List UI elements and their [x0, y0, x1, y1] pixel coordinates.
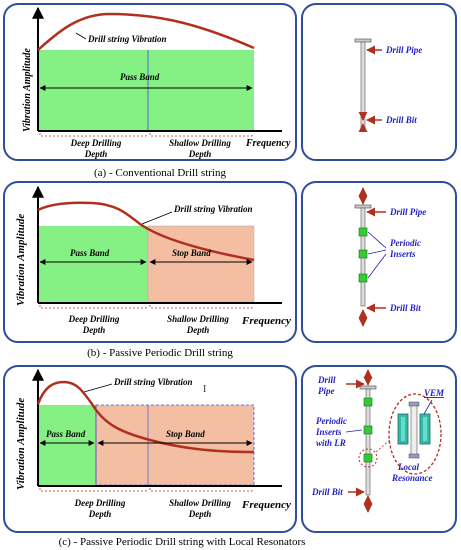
- curve-label: Drill string Vibration: [113, 377, 193, 387]
- periodic-insert: [358, 249, 368, 259]
- curve-label: Drill string Vibration: [87, 34, 167, 44]
- drill-pipe-label: Drill Pipe: [385, 45, 422, 55]
- local-resonance-label: Local Resonance: [391, 462, 433, 483]
- panel-c: Pass Band Stop Band Drill string Vibrati…: [3, 365, 457, 548]
- panel-a-pass-band: [38, 50, 254, 130]
- x-axis-label: Frequency: [241, 315, 291, 327]
- drill-bit-label: Drill Bit: [385, 115, 417, 125]
- curve-label: Drill string Vibration: [173, 204, 253, 214]
- pass-band-label: Pass Band: [70, 248, 110, 258]
- vibration-curve: [37, 12, 255, 51]
- deep-depth-label: Deep Drilling Depth: [68, 314, 120, 335]
- panel-b-drill-frame: [301, 181, 457, 343]
- shallow-depth-label: Shallow Drilling Depth: [167, 314, 229, 335]
- stop-band-label: Stop Band: [172, 248, 211, 258]
- deep-depth-label: Deep Drilling Depth: [70, 138, 122, 159]
- pass-band-label: Pass Band: [46, 429, 86, 439]
- panel-b-pass-band: [38, 226, 148, 302]
- stop-band-label: Stop Band: [166, 429, 205, 439]
- panel-b: Pass Band Stop Band Drill string Vibrati…: [3, 181, 457, 359]
- panel-a-frame: [3, 3, 297, 161]
- resonator-detail-outline: [388, 393, 442, 475]
- y-axis-label: Vibration Amplitude: [15, 398, 27, 490]
- pass-band-label: Pass Band: [120, 72, 160, 82]
- vibration-curve: [37, 201, 255, 262]
- cursor-glyph: I: [203, 384, 206, 395]
- periodic-insert: [363, 425, 373, 435]
- panel-c-frame: [3, 365, 297, 533]
- caption-a: (a) - Conventional Drill string: [94, 167, 226, 179]
- drill-bit-label: Drill Bit: [311, 487, 343, 497]
- x-axis-label: Frequency: [241, 499, 291, 511]
- panel-c-pass-band: [38, 405, 96, 485]
- vibration-curve: [36, 380, 255, 454]
- vem-label: VEM: [424, 388, 445, 398]
- panel-a-drill-frame: [301, 3, 457, 161]
- panel-a: Pass Band Drill string Vibration Vibrati…: [3, 3, 457, 179]
- periodic-insert: [358, 273, 368, 283]
- caption-b: (b) - Passive Periodic Drill string: [87, 347, 233, 359]
- panel-b-frame: [3, 181, 297, 343]
- panel-c-drill-frame: [301, 365, 457, 533]
- y-axis-label: Vibration Amplitude: [22, 48, 33, 132]
- drill-pipe-label: Drill Pipe: [389, 207, 426, 217]
- deep-depth-label: Deep Drilling Depth: [74, 498, 126, 519]
- drill-pipe-label: Drill Pipe: [317, 375, 336, 396]
- lr-highlight-circle: [358, 448, 378, 468]
- resonator-shaft: [410, 403, 418, 457]
- periodic-insert: [363, 397, 373, 407]
- inserts-label: Periodic Inserts with LR: [315, 416, 347, 448]
- inserts-label: Periodic Inserts: [389, 238, 421, 259]
- periodic-insert: [358, 227, 368, 237]
- caption-c: (c) - Passive Periodic Drill string with…: [59, 536, 306, 548]
- drill-bit-label: Drill Bit: [389, 303, 421, 313]
- shallow-depth-label: Shallow Drilling Depth: [169, 138, 231, 159]
- y-axis-label: Vibration Amplitude: [15, 214, 27, 306]
- x-axis-label: Frequency: [245, 138, 291, 149]
- periodic-insert: [363, 453, 373, 463]
- drill-pipe: [365, 388, 371, 496]
- shallow-depth-label: Shallow Drilling Depth: [169, 498, 231, 519]
